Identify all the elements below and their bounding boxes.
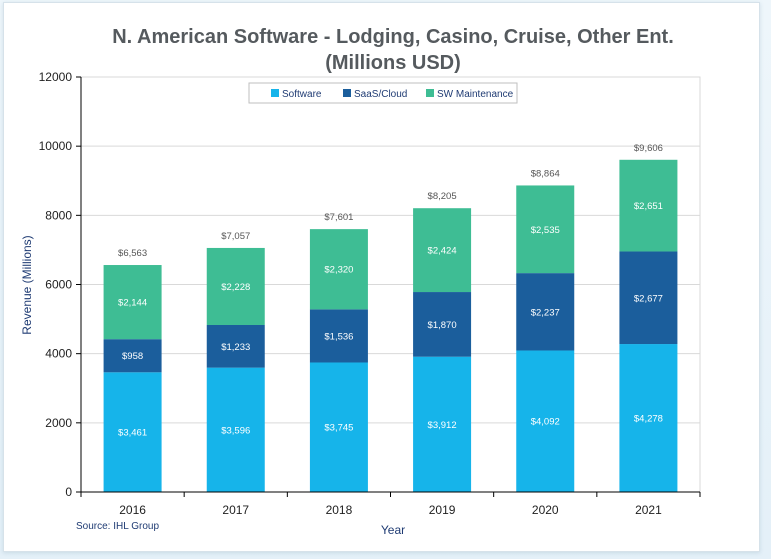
bar-segment-sw-maintenance — [103, 265, 162, 340]
segment-value-label: $3,461 — [118, 428, 147, 439]
bar-segment-sw-maintenance — [206, 247, 265, 325]
chart-title-line2: (Millions USD) — [325, 52, 461, 74]
legend-items: Software SaaS/Cloud SW Maintenance — [271, 89, 514, 100]
total-value-label: $7,057 — [221, 231, 250, 242]
segment-value-label: $2,320 — [324, 265, 353, 276]
x-tick-label: 2021 — [635, 503, 662, 517]
segment-value-label: $4,278 — [634, 414, 663, 425]
legend-swatch — [271, 89, 279, 97]
grid-lines — [80, 76, 701, 493]
legend-label: SaaS/Cloud — [354, 89, 407, 100]
bar-segment-software — [309, 362, 368, 492]
bar-segment-software — [516, 350, 575, 492]
segment-value-label: $2,535 — [531, 225, 560, 236]
x-axis-title: Year — [381, 523, 405, 537]
source-note: Source: IHL Group — [76, 521, 159, 532]
bar-segment-saas-cloud — [309, 309, 368, 363]
y-tick-label: 10000 — [39, 139, 73, 153]
segment-value-label: $2,237 — [531, 307, 560, 318]
bar-segment-saas-cloud — [103, 339, 162, 373]
legend-label: SW Maintenance — [437, 89, 514, 100]
bar-segment-software — [413, 356, 472, 492]
x-tick-label: 2018 — [326, 503, 353, 517]
y-tick-label: 2000 — [45, 416, 72, 430]
y-tick-label: 4000 — [45, 347, 72, 361]
total-value-label: $9,606 — [634, 143, 663, 154]
segment-value-label: $2,677 — [634, 293, 663, 304]
bar-segment-sw-maintenance — [309, 229, 368, 310]
y-tick-label: 0 — [65, 485, 72, 499]
bars — [103, 159, 678, 492]
segment-value-label: $2,424 — [428, 246, 457, 257]
segment-value-label: $3,596 — [221, 425, 250, 436]
x-tick-label: 2017 — [222, 503, 249, 517]
segment-value-label: $3,745 — [324, 423, 353, 434]
segment-value-label: $3,912 — [428, 420, 457, 431]
legend-label: Software — [282, 89, 322, 100]
bar-segment-saas-cloud — [206, 324, 265, 368]
chart-title-line1: N. American Software - Lodging, Casino, … — [112, 26, 674, 48]
y-tick-label: 6000 — [45, 278, 72, 292]
bar-segment-software — [206, 367, 265, 492]
segment-value-label: $1,233 — [221, 342, 250, 353]
segment-value-label: $1,536 — [324, 331, 353, 342]
x-tick-label: 2019 — [429, 503, 456, 517]
total-value-label: $8,864 — [531, 168, 560, 179]
segment-value-label: $2,144 — [118, 298, 147, 309]
bar-segment-saas-cloud — [413, 292, 472, 357]
y-axis-title: Revenue (Millions) — [20, 235, 34, 334]
axes: 0 2000 4000 6000 8000 10000 12000 2016 2017 2018 2… — [39, 70, 701, 517]
x-tick-label: 2016 — [119, 503, 146, 517]
x-tick-label: 2020 — [532, 503, 559, 517]
legend: Software SaaS/Cloud SW Maintenance — [248, 82, 518, 104]
bar-segment-saas-cloud — [619, 251, 678, 345]
total-value-label: $6,563 — [118, 248, 147, 259]
data-labels: $3,461 $958 $2,144 $6,563 $3,596 $1,233 $2,228… — [118, 143, 663, 439]
bar-segment-sw-maintenance — [413, 208, 472, 293]
legend-swatch — [343, 89, 351, 97]
total-value-label: $7,601 — [324, 212, 353, 223]
total-value-label: $8,205 — [428, 191, 457, 202]
bar-segment-saas-cloud — [516, 273, 575, 351]
segment-value-label: $1,870 — [428, 320, 457, 331]
segment-value-label: $2,651 — [634, 201, 663, 212]
legend-box — [248, 82, 518, 104]
segment-value-label: $958 — [122, 351, 143, 362]
bar-segment-sw-maintenance — [516, 185, 575, 274]
legend-swatch — [426, 89, 434, 97]
bar-segment-sw-maintenance — [619, 159, 678, 252]
bar-segment-software — [103, 372, 162, 492]
y-tick-label: 12000 — [39, 70, 73, 84]
segment-value-label: $4,092 — [531, 417, 560, 428]
y-tick-label: 8000 — [45, 208, 72, 222]
bar-segment-software — [619, 344, 678, 492]
segment-value-label: $2,228 — [221, 282, 250, 293]
